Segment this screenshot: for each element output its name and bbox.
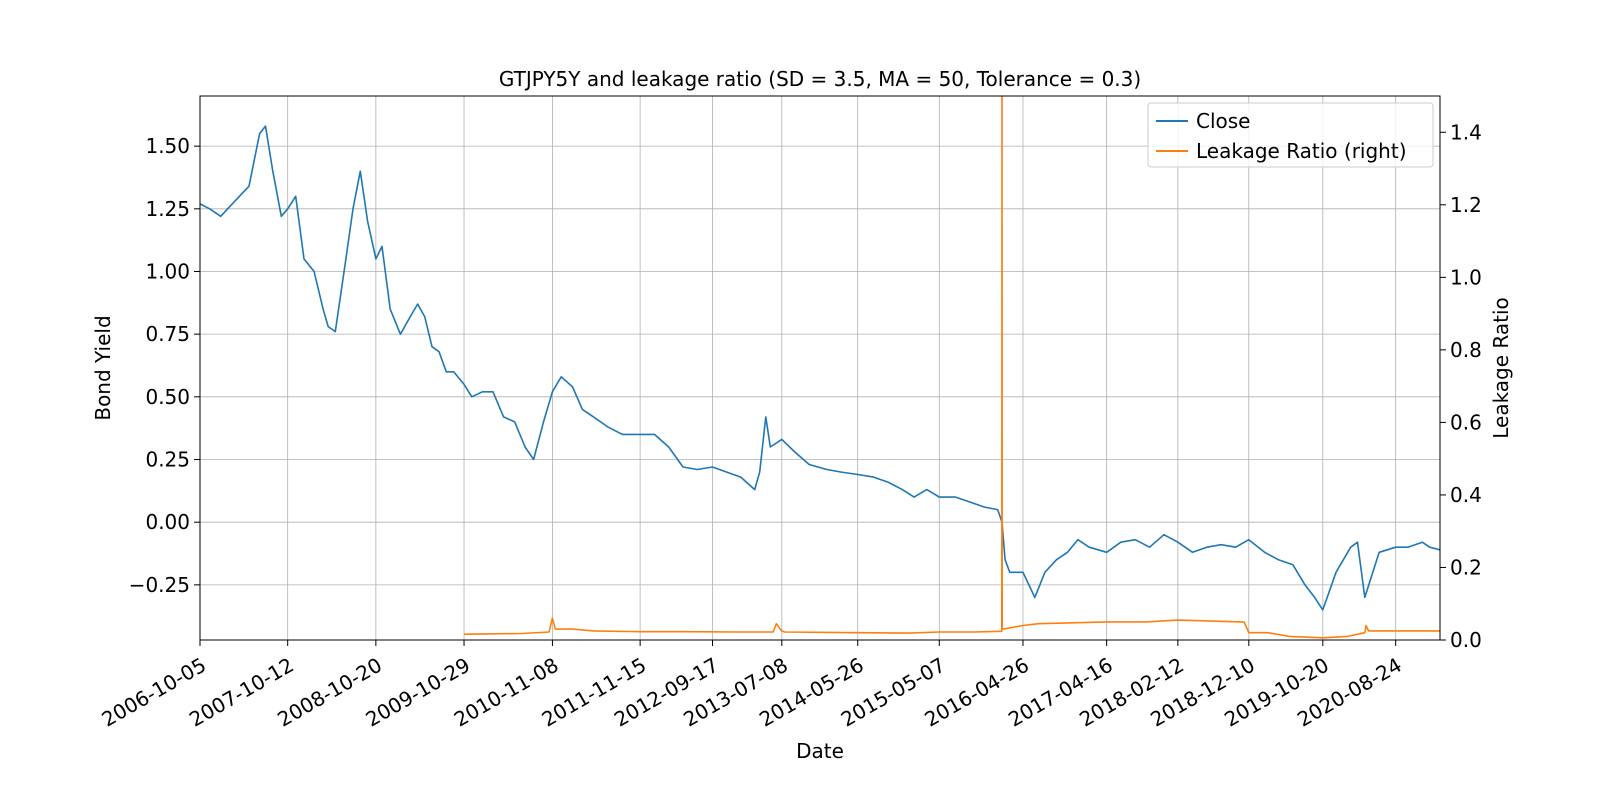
y-left-tick-label: 0.00 [145, 510, 190, 534]
y-left-tick-label: 0.50 [145, 385, 190, 409]
grid-lines [199, 96, 1440, 640]
y-right-tick-label: 1.2 [1450, 193, 1482, 217]
y-axis-left-ticks: −0.25 0.00 0.25 0.50 0.75 1.00 1.25 1.50 [129, 134, 200, 597]
y-axis-left-label: Bond Yield [91, 315, 115, 420]
y-left-tick-label: 1.25 [145, 197, 190, 221]
y-right-tick-label: 0.4 [1450, 483, 1482, 507]
x-axis-label: Date [796, 739, 844, 763]
y-left-tick-label: 0.25 [145, 448, 190, 472]
y-axis-right-ticks: 0.0 0.2 0.4 0.6 0.8 1.0 1.2 1.4 [1440, 120, 1482, 652]
series-line-close [200, 125, 1440, 611]
legend: Close Leakage Ratio (right) [1147, 102, 1434, 168]
y-left-tick-label: −0.25 [129, 573, 190, 597]
legend-label-leakage-ratio: Leakage Ratio (right) [1196, 139, 1407, 163]
legend-box [1147, 102, 1434, 168]
y-right-tick-label: 0.2 [1450, 555, 1482, 579]
y-right-tick-label: 0.0 [1450, 628, 1482, 652]
y-left-tick-label: 1.50 [145, 134, 190, 158]
y-axis-right-label: Leakage Ratio [1489, 297, 1513, 439]
plot-frame [199, 95, 1441, 641]
y-right-tick-label: 1.4 [1450, 120, 1482, 144]
series-line-leakage-ratio [463, 96, 1440, 639]
legend-label-close: Close [1196, 109, 1250, 133]
y-left-tick-label: 1.00 [145, 259, 190, 283]
y-right-tick-label: 0.8 [1450, 338, 1482, 362]
y-right-tick-label: 1.0 [1450, 265, 1482, 289]
series-layer [200, 96, 1440, 639]
y-left-tick-label: 0.75 [145, 322, 190, 346]
y-right-tick-label: 0.6 [1450, 410, 1482, 434]
chart-title: GTJPY5Y and leakage ratio (SD = 3.5, MA … [499, 67, 1141, 91]
